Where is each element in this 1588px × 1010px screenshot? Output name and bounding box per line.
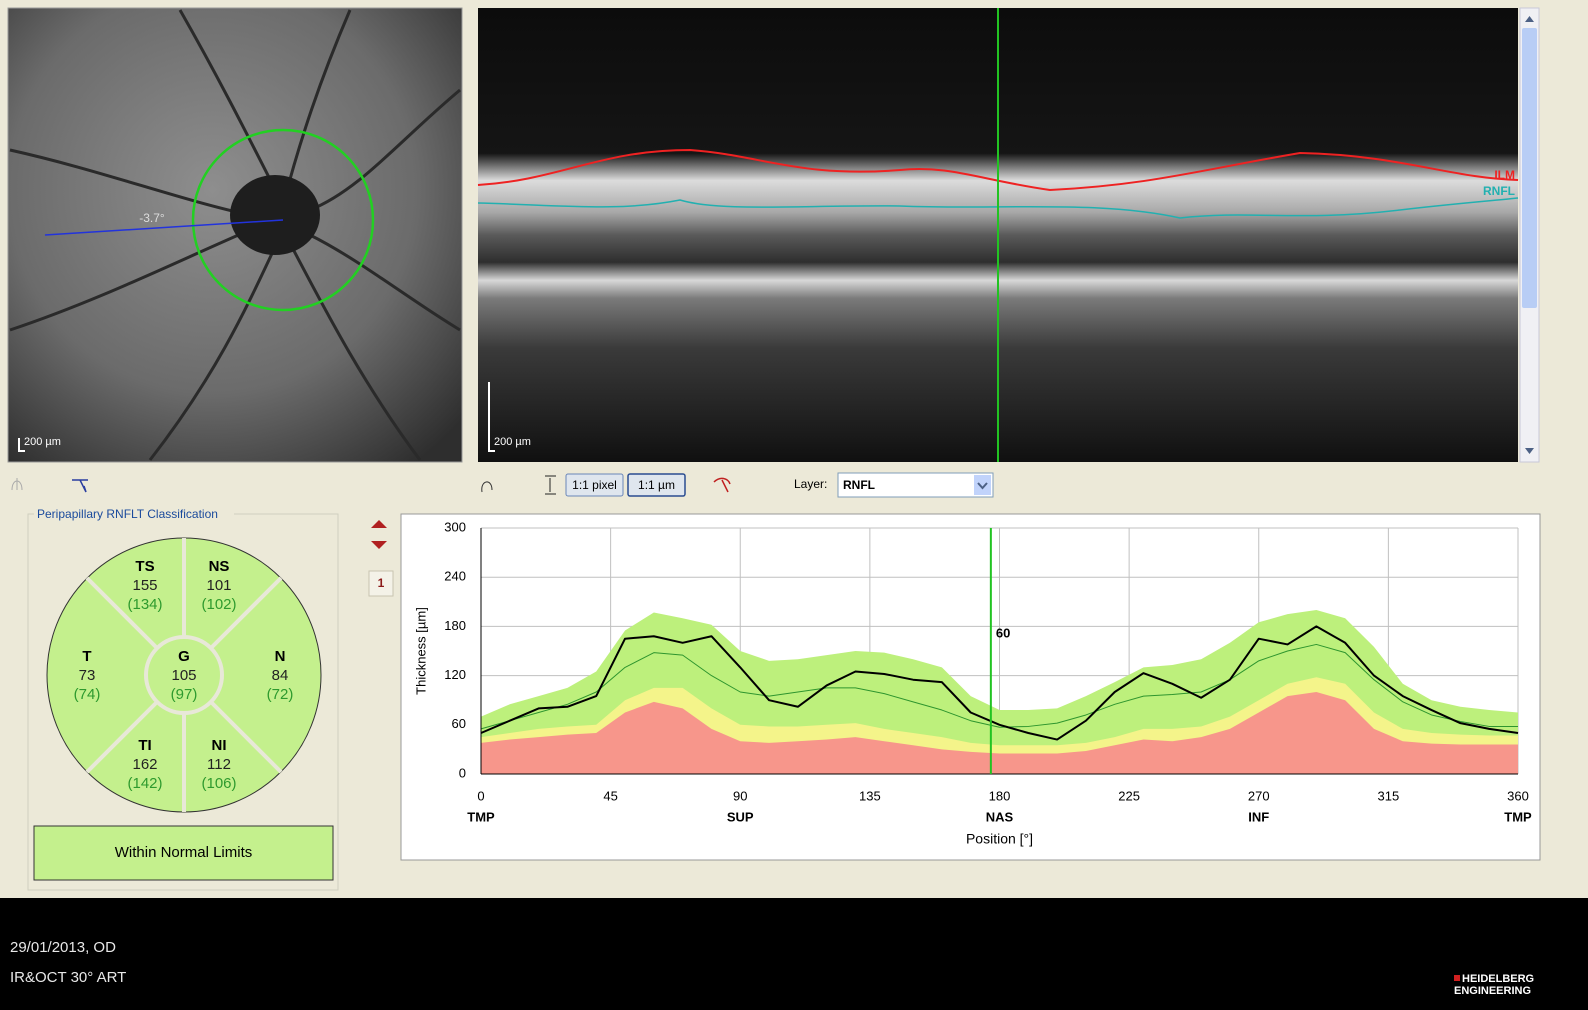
brand-line: ENGINEERING <box>1454 985 1531 997</box>
y-tick-label: 0 <box>459 765 466 780</box>
micron-button[interactable] <box>627 473 686 497</box>
frame-gap <box>34 506 234 522</box>
sector-normal: (74) <box>74 686 101 703</box>
layer-value: RNFL <box>843 478 875 492</box>
y-tick-label: 240 <box>444 569 466 584</box>
sector-value: 155 <box>132 577 157 594</box>
y-tick-label: 300 <box>444 519 466 534</box>
sector-normal: (134) <box>127 596 162 613</box>
sector-normal: (102) <box>201 596 236 613</box>
sector-value: 73 <box>79 667 96 684</box>
pixel-button[interactable] <box>565 473 624 497</box>
exam-mode: IR&OCT 30° ART <box>10 969 126 986</box>
sector-normal: (142) <box>127 775 162 792</box>
fundus-scale: 200 µm <box>24 436 61 448</box>
angle-label: -3.7° <box>139 211 165 225</box>
sector-name: NS <box>209 558 230 575</box>
x-tick-label: 0 <box>477 788 484 803</box>
sector-value: 112 <box>207 756 231 773</box>
x-tick-label: 360 <box>1507 788 1529 803</box>
sector-name: TS <box>135 558 154 575</box>
x-axis-title: Position [°] <box>966 831 1033 847</box>
result-box <box>33 825 334 881</box>
optic-disc <box>230 175 320 255</box>
rnfl-boundary <box>477 197 1519 219</box>
edit-tool-icon[interactable] <box>713 477 731 493</box>
sector-name: N <box>275 648 286 665</box>
layer-dropdown[interactable] <box>837 472 994 498</box>
cursor-value: 60 <box>996 625 1010 640</box>
footer <box>0 898 1588 1010</box>
page-button[interactable] <box>368 570 394 597</box>
sector-value: 84 <box>272 667 289 684</box>
sector-normal: (106) <box>201 775 236 792</box>
region-label: TMP <box>467 809 495 824</box>
scale-bar <box>488 382 495 452</box>
y-axis-title: Thickness [µm] <box>413 607 428 695</box>
scroll-down-button[interactable] <box>371 541 387 549</box>
hand-tool-icon[interactable] <box>11 478 23 491</box>
hand-tool-icon[interactable] <box>481 481 493 493</box>
x-tick-label: 135 <box>859 788 881 803</box>
x-tick-label: 225 <box>1118 788 1140 803</box>
pixel-button-label: 1:1 pixel <box>572 478 617 492</box>
ilm-boundary <box>477 148 1519 192</box>
x-tick-label: 315 <box>1378 788 1400 803</box>
x-tick-label: 45 <box>603 788 617 803</box>
sector-name: G <box>178 648 190 665</box>
oct-scale: 200 µm <box>494 436 531 448</box>
result-label: Within Normal Limits <box>115 844 253 861</box>
sector-normal: (72) <box>267 686 294 703</box>
fit-tool-icon[interactable] <box>545 475 556 495</box>
sector-value: 101 <box>206 577 231 594</box>
scrollbar-thumb[interactable] <box>1522 28 1537 308</box>
sector-value: 105 <box>171 667 196 684</box>
logo-mark <box>1454 975 1460 981</box>
micron-button-label: 1:1 µm <box>638 478 675 492</box>
series-line <box>480 643 1518 730</box>
series-line <box>480 625 1519 741</box>
band-area <box>481 692 1518 774</box>
x-tick-label: 90 <box>733 788 747 803</box>
thickness-chart: 0 60 120 180 240 300 0 45 90 135 180 225 270 315 360 TM… <box>413 519 1532 846</box>
sector-dividers <box>85 538 283 812</box>
region-label: NAS <box>986 809 1014 824</box>
angle-line <box>44 219 284 236</box>
y-tick-label: 180 <box>444 618 466 633</box>
sector-name: TI <box>138 737 151 754</box>
layer-label: Layer: <box>794 477 827 491</box>
scroll-up-button[interactable] <box>371 520 387 528</box>
y-tick-label: 60 <box>452 716 466 731</box>
sector-name: T <box>82 648 91 665</box>
global-sector <box>144 635 224 715</box>
region-label: TMP <box>1504 809 1532 824</box>
region-label: INF <box>1248 809 1269 824</box>
scale-bar <box>18 438 25 452</box>
page-number: 1 <box>378 576 385 590</box>
y-tick-label: 120 <box>444 667 466 682</box>
sector-name: NI <box>212 737 227 754</box>
dropdown-arrow <box>977 482 988 490</box>
x-tick-label: 180 <box>989 788 1011 803</box>
sector-labels: TS 155 (134) NS 101 (102) T 73 (74) G 105 (97) N 84 (7… <box>74 558 294 792</box>
classification-title: Peripapillary RNFLT Classification <box>37 507 218 521</box>
dropdown-button[interactable] <box>974 475 991 495</box>
scan-circle <box>191 128 375 312</box>
brand-line: HEIDELBERG <box>1462 973 1534 985</box>
ilm-label: ILM <box>1494 168 1515 182</box>
region-label: SUP <box>727 809 754 824</box>
rnfl-label: RNFL <box>1483 184 1515 198</box>
sector-value: 162 <box>132 756 157 773</box>
x-tick-label: 270 <box>1248 788 1270 803</box>
sector-normal: (97) <box>171 686 198 703</box>
exam-date: 29/01/2013, OD <box>10 939 116 956</box>
pointer-tool-icon[interactable] <box>72 479 88 493</box>
